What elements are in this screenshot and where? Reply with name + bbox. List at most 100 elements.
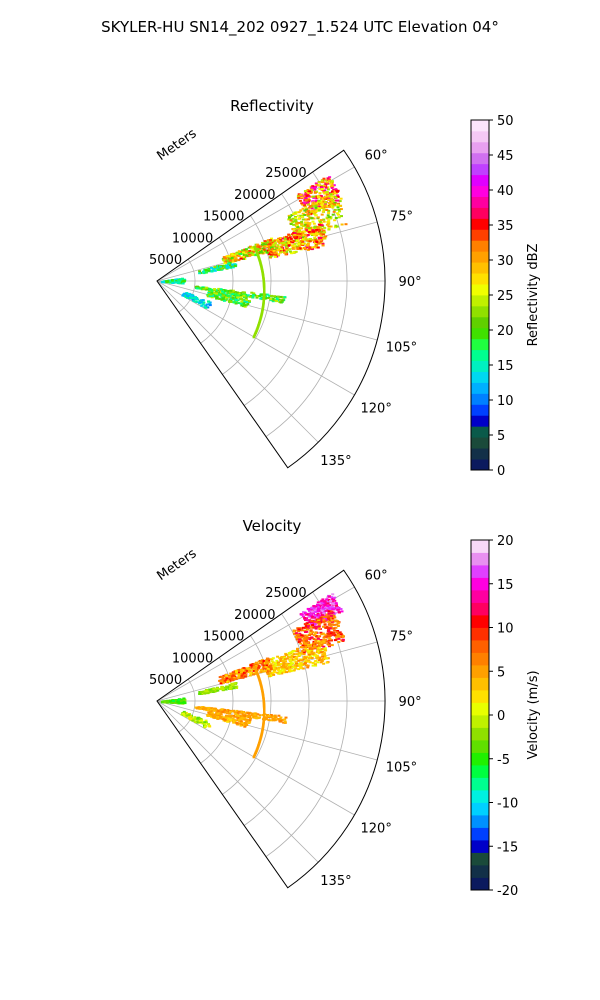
range-ring bbox=[243, 613, 310, 826]
colorbar-swatch bbox=[471, 877, 489, 891]
azimuth-tick-label: 105° bbox=[386, 761, 417, 776]
colorbar-swatch bbox=[471, 338, 489, 351]
colorbar-swatch bbox=[471, 702, 489, 716]
colorbar-swatch bbox=[471, 802, 489, 816]
colorbar-swatch bbox=[471, 426, 489, 438]
polar-axes-frame bbox=[156, 149, 386, 469]
colorbar-swatch bbox=[471, 360, 489, 372]
radar-echoes bbox=[160, 176, 348, 339]
azimuth-tick-label: 105° bbox=[386, 341, 417, 356]
panel-title-reflectivity: Reflectivity bbox=[230, 97, 314, 115]
polar-axes-frame bbox=[156, 569, 386, 889]
range-tick-label: 5000 bbox=[149, 253, 182, 268]
colorbar-swatch bbox=[471, 404, 489, 416]
colorbar-tick-label: 25 bbox=[497, 289, 514, 304]
colorbar-tick-label: 15 bbox=[497, 359, 514, 374]
colorbar-tick-label: 30 bbox=[497, 254, 514, 269]
colorbar-swatch bbox=[471, 251, 489, 263]
azimuth-tick-label: 75° bbox=[390, 209, 413, 224]
figure-suptitle: SKYLER-HU SN14_202 0927_1.524 UTC Elevat… bbox=[101, 18, 499, 37]
colorbar-swatch bbox=[471, 448, 489, 460]
colorbar-swatch bbox=[471, 382, 489, 394]
colorbar-tick-label: 10 bbox=[497, 622, 514, 637]
colorbar bbox=[471, 120, 489, 471]
colorbar-swatch bbox=[471, 577, 489, 591]
colorbar-swatch bbox=[471, 327, 489, 340]
colorbar-swatch bbox=[471, 665, 489, 678]
azimuth-tick-label: 90° bbox=[399, 695, 422, 710]
colorbar-tick-label: 0 bbox=[497, 464, 505, 479]
colorbar-swatch bbox=[471, 262, 489, 274]
azimuth-spoke bbox=[156, 280, 319, 443]
range-tick-label: 10000 bbox=[172, 651, 213, 666]
colorbar-swatch bbox=[471, 552, 489, 566]
colorbar-swatch bbox=[471, 196, 489, 208]
colorbar-swatch bbox=[471, 627, 489, 641]
colorbar-swatch bbox=[471, 152, 489, 165]
colorbar-swatch bbox=[471, 827, 489, 841]
azimuth-tick-label: 120° bbox=[361, 822, 392, 837]
colorbar-tick-label: -5 bbox=[497, 753, 510, 768]
colorbar-tick-label: 5 bbox=[497, 429, 505, 444]
colorbar-swatch bbox=[471, 371, 489, 383]
colorbar-swatch bbox=[471, 273, 489, 285]
azimuth-tick-label: 90° bbox=[399, 275, 422, 290]
colorbar-swatch bbox=[471, 218, 489, 230]
range-tick-label: 15000 bbox=[203, 630, 244, 645]
range-tick-label: 15000 bbox=[203, 210, 244, 225]
colorbar-swatch bbox=[471, 752, 489, 766]
radar-echoes bbox=[160, 593, 345, 759]
colorbar-swatch bbox=[471, 865, 489, 878]
panel-title-velocity: Velocity bbox=[243, 517, 302, 535]
colorbar-tick-label: -10 bbox=[497, 797, 518, 812]
colorbar-tick-label: 0 bbox=[497, 709, 505, 724]
colorbar-swatch bbox=[471, 677, 489, 691]
colorbar-swatch bbox=[471, 415, 489, 427]
colorbar-swatch bbox=[471, 174, 489, 187]
colorbar-swatch bbox=[471, 640, 489, 653]
colorbar-swatch bbox=[471, 690, 489, 703]
colorbar-swatch bbox=[471, 790, 489, 803]
azimuth-tick-label: 135° bbox=[320, 874, 351, 889]
azimuth-tick-label: 135° bbox=[320, 454, 351, 469]
range-tick-label: 25000 bbox=[265, 166, 306, 181]
range-tick-label: 10000 bbox=[172, 231, 213, 246]
colorbar-swatch bbox=[471, 615, 489, 628]
colorbar-swatch bbox=[471, 715, 489, 728]
colorbar-tick-label: -20 bbox=[497, 884, 518, 899]
colorbar-swatch bbox=[471, 565, 489, 578]
colorbar-swatch bbox=[471, 602, 489, 616]
colorbar-swatch bbox=[471, 815, 489, 828]
colorbar-swatch bbox=[471, 240, 489, 252]
azimuth-spoke bbox=[156, 700, 319, 863]
range-tick-label: 20000 bbox=[234, 608, 275, 623]
colorbar-swatch bbox=[471, 393, 489, 405]
colorbar-swatch bbox=[471, 130, 489, 143]
colorbar-swatch bbox=[471, 459, 489, 471]
colorbar-swatch bbox=[471, 437, 489, 449]
colorbar-swatch bbox=[471, 120, 489, 132]
colorbar-label: Reflectivity dBZ bbox=[526, 244, 541, 347]
colorbar-label: Velocity (m/s) bbox=[526, 670, 541, 759]
range-axis-label: Meters bbox=[154, 126, 199, 164]
colorbar-swatch bbox=[471, 652, 489, 666]
azimuth-tick-label: 60° bbox=[365, 148, 388, 163]
colorbar-swatch bbox=[471, 185, 489, 197]
colorbar-tick-label: 5 bbox=[497, 665, 505, 680]
colorbar-tick-label: 20 bbox=[497, 324, 514, 339]
range-tick-label: 25000 bbox=[265, 586, 306, 601]
azimuth-tick-label: 120° bbox=[361, 402, 392, 417]
colorbar-swatch bbox=[471, 141, 489, 154]
colorbar-tick-label: 40 bbox=[497, 184, 514, 199]
colorbar-swatch bbox=[471, 316, 489, 329]
range-axis-label: Meters bbox=[154, 546, 199, 584]
colorbar-swatch bbox=[471, 852, 489, 866]
colorbar-swatch bbox=[471, 590, 489, 603]
colorbar-swatch bbox=[471, 163, 489, 176]
colorbar-tick-label: 35 bbox=[497, 219, 514, 234]
colorbar-tick-label: 45 bbox=[497, 149, 514, 164]
colorbar-swatch bbox=[471, 740, 489, 753]
colorbar bbox=[471, 540, 489, 891]
azimuth-spoke bbox=[156, 280, 355, 396]
